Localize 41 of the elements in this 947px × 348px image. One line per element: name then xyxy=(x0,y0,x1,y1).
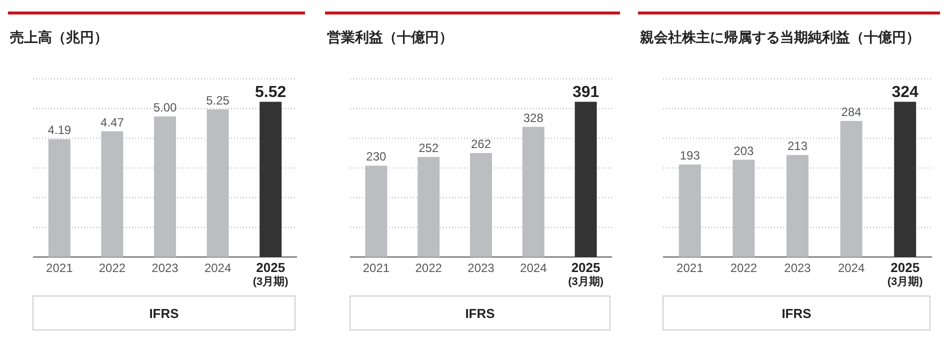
data-label: 213 xyxy=(787,138,808,153)
x-tick-label: 2023 xyxy=(784,261,812,275)
data-label: 230 xyxy=(366,150,387,164)
text: IFRS xyxy=(149,306,180,321)
bar xyxy=(365,166,388,257)
data-label: 5.25 xyxy=(206,93,230,108)
chart-title: 親会社株主に帰属する当期純利益（十億円） xyxy=(639,29,920,45)
data-label: 5.52 xyxy=(255,84,286,101)
data-label: 5.00 xyxy=(153,100,177,114)
bar xyxy=(894,102,916,257)
x-tick-label: 2022 xyxy=(98,261,126,275)
data-label: 252 xyxy=(418,140,439,155)
data-label: 4.19 xyxy=(48,123,72,138)
x-tick-label: 2021 xyxy=(362,261,390,275)
chart-title: 営業利益（十億円） xyxy=(327,29,453,45)
bar xyxy=(470,152,492,257)
x-tick-label: 2024 xyxy=(204,261,232,275)
x-tick-label: 2023 xyxy=(152,261,179,275)
x-tick-label: 2024 xyxy=(838,261,865,275)
x-tick-label: 2022 xyxy=(730,261,758,275)
data-label: 324 xyxy=(892,84,919,101)
chart-title: 売上高（兆円） xyxy=(10,29,108,45)
x-tick-label: 2021 xyxy=(46,261,74,275)
data-label: 4.47 xyxy=(100,115,124,130)
x-tick-label: 2021 xyxy=(676,261,704,275)
x-tick-label: 2024 xyxy=(520,261,548,275)
data-label: 262 xyxy=(470,136,492,151)
x-tick-label: 2025 (3月期) xyxy=(887,260,924,288)
bar xyxy=(260,102,282,257)
data-label: 328 xyxy=(523,110,544,125)
data-label: 193 xyxy=(680,148,700,163)
data-label: 203 xyxy=(734,144,754,158)
x-tick-label: 2023 xyxy=(468,261,495,275)
x-tick-label: 2022 xyxy=(415,261,442,275)
data-label: 391 xyxy=(572,84,600,101)
text: IFRS xyxy=(782,306,812,321)
text: IFRS xyxy=(465,306,496,321)
x-tick-label: 2025 (3月期) xyxy=(568,260,604,288)
x-tick-label: 2025 (3月期) xyxy=(252,260,289,288)
bar xyxy=(574,102,597,257)
data-label: 284 xyxy=(841,104,862,119)
